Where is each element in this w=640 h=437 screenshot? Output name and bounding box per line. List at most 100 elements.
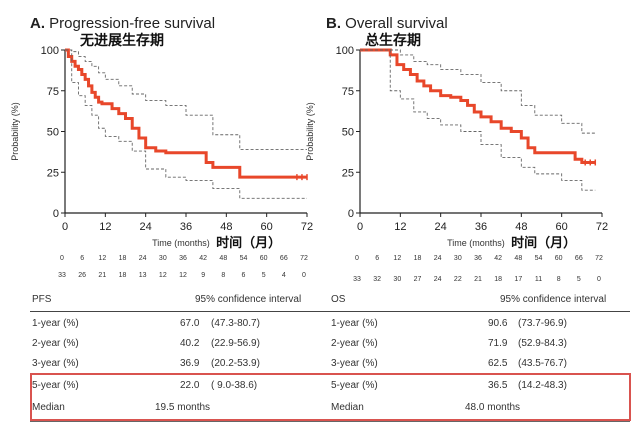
pfs-risk-time-label: 6 <box>80 255 84 262</box>
pfs-row-label: 1-year (%) <box>32 318 79 329</box>
pfs-risk-number: 5 <box>262 272 266 279</box>
os-y-tick-label: 100 <box>336 45 354 57</box>
pfs-row-value: 36.9 <box>180 358 200 369</box>
os-x-tick-label: 0 <box>357 221 363 233</box>
os-row-value: 36.5 <box>488 380 508 391</box>
os-table-bottom-rule <box>325 421 630 422</box>
pfs-risk-number: 18 <box>119 272 127 279</box>
os-table-header-ci: 95% confidence interval <box>500 294 607 305</box>
pfs-x-tick-label: 72 <box>301 221 313 233</box>
os-table: OS 95% confidence interval 1-year (%) 90… <box>325 290 630 422</box>
os-risk-time-label: 0 <box>355 255 359 262</box>
os-risk-number: 24 <box>434 276 442 283</box>
os-risk-time-label: 66 <box>575 255 583 262</box>
os-row-ci: (73.7-96.9) <box>518 318 567 329</box>
os-row-ci: (43.5-76.7) <box>518 358 567 369</box>
os-survival-curve <box>360 48 596 164</box>
pfs-row-label: 2-year (%) <box>32 338 79 349</box>
pfs-risk-time-label: 72 <box>300 255 308 262</box>
pfs-median-label: Median <box>32 402 65 413</box>
os-y-tick-label: 50 <box>342 127 354 139</box>
pfs-y-tick-label: 25 <box>47 167 59 179</box>
pfs-risk-number: 33 <box>58 272 66 279</box>
pfs-row-label: 5-year (%) <box>32 380 79 391</box>
os-table-header-divider <box>325 311 630 312</box>
pfs-row-ci: (22.9-56.9) <box>211 338 260 349</box>
pfs-risk-number: 6 <box>242 272 246 279</box>
pfs-row-value: 67.0 <box>180 318 200 329</box>
os-median-value: 48.0 months <box>465 402 521 413</box>
os-chart-title: B. Overall survival <box>326 15 448 32</box>
pfs-risk-number: 13 <box>139 272 147 279</box>
pfs-y-tick-label: 0 <box>53 208 59 220</box>
pfs-risk-number: 4 <box>282 272 286 279</box>
pfs-risk-time-label: 30 <box>159 255 167 262</box>
os-row-value: 90.6 <box>488 318 508 329</box>
pfs-risk-number: 0 <box>302 272 306 279</box>
pfs-table-header-divider <box>30 311 330 312</box>
os-risk-number: 18 <box>494 276 502 283</box>
os-median-label: Median <box>331 402 364 413</box>
pfs-table-header-ci: 95% confidence interval <box>195 294 302 305</box>
pfs-risk-number: 12 <box>159 272 167 279</box>
os-risk-time-label: 42 <box>494 255 502 262</box>
os-risk-number: 33 <box>353 276 361 283</box>
pfs-risk-number: 12 <box>179 272 187 279</box>
os-x-tick-label: 48 <box>515 221 527 233</box>
pfs-ci-lower-curve <box>65 49 307 199</box>
pfs-y-axis-label: Probability (%) <box>10 102 20 161</box>
pfs-risk-number: 8 <box>221 272 225 279</box>
pfs-risk-time-label: 48 <box>219 255 227 262</box>
os-row-label: 1-year (%) <box>331 318 378 329</box>
os-title-text: Overall survival <box>345 15 448 32</box>
os-risk-time-label: 30 <box>454 255 462 262</box>
pfs-x-tick-label: 60 <box>261 221 273 233</box>
os-row-value: 71.9 <box>488 338 508 349</box>
os-y-axis-label: Probability (%) <box>305 102 315 161</box>
os-risk-number: 32 <box>373 276 381 283</box>
os-risk-number: 5 <box>577 276 581 283</box>
os-risk-time-label: 36 <box>474 255 482 262</box>
pfs-risk-time-label: 54 <box>240 255 248 262</box>
os-x-axis-label: Time (months) <box>447 238 505 248</box>
os-x-tick-label: 60 <box>556 221 568 233</box>
pfs-x-tick-label: 0 <box>62 221 68 233</box>
os-x-tick-label: 12 <box>394 221 406 233</box>
os-risk-time-label: 60 <box>555 255 563 262</box>
pfs-risk-number: 9 <box>201 272 205 279</box>
pfs-median-value: 19.5 months <box>155 402 211 413</box>
os-row-value: 62.5 <box>488 358 508 369</box>
pfs-survival-curve <box>65 48 307 179</box>
pfs-row-value: 40.2 <box>180 338 200 349</box>
os-risk-time-label: 54 <box>535 255 543 262</box>
pfs-risk-time-label: 36 <box>179 255 187 262</box>
os-risk-number: 11 <box>535 276 542 283</box>
pfs-x-tick-label: 24 <box>140 221 152 233</box>
os-risk-time-label: 12 <box>393 255 401 262</box>
pfs-risk-number: 21 <box>98 272 106 279</box>
os-risk-number: 21 <box>474 276 482 283</box>
pfs-table-header-label: PFS <box>32 294 52 305</box>
os-ci-lower-curve <box>360 49 596 191</box>
os-risk-number: 8 <box>557 276 561 283</box>
pfs-ci-upper-curve <box>65 49 307 150</box>
os-ci-upper-curve <box>360 49 596 134</box>
os-risk-number: 17 <box>514 276 522 283</box>
pfs-row-ci: (20.2-53.9) <box>211 358 260 369</box>
pfs-x-axis-label: Time (months) <box>152 238 210 248</box>
os-x-tick-label: 72 <box>596 221 608 233</box>
os-row-ci: (52.9-84.3) <box>518 338 567 349</box>
os-row-label: 3-year (%) <box>331 358 378 369</box>
five-year-median-highlight-box <box>30 373 631 421</box>
pfs-row-ci: ( 9.0-38.6) <box>211 380 258 391</box>
os-risk-number: 30 <box>393 276 401 283</box>
os-table-header-label: OS <box>331 294 346 305</box>
os-y-tick-label: 0 <box>348 208 354 220</box>
os-risk-time-label: 72 <box>595 255 603 262</box>
pfs-risk-time-label: 18 <box>119 255 127 262</box>
pfs-x-tick-label: 12 <box>99 221 111 233</box>
os-risk-time-label: 24 <box>434 255 442 262</box>
pfs-table-bottom-rule <box>30 421 330 422</box>
os-row-ci: (14.2-48.3) <box>518 380 567 391</box>
os-y-tick-label: 75 <box>342 86 354 98</box>
